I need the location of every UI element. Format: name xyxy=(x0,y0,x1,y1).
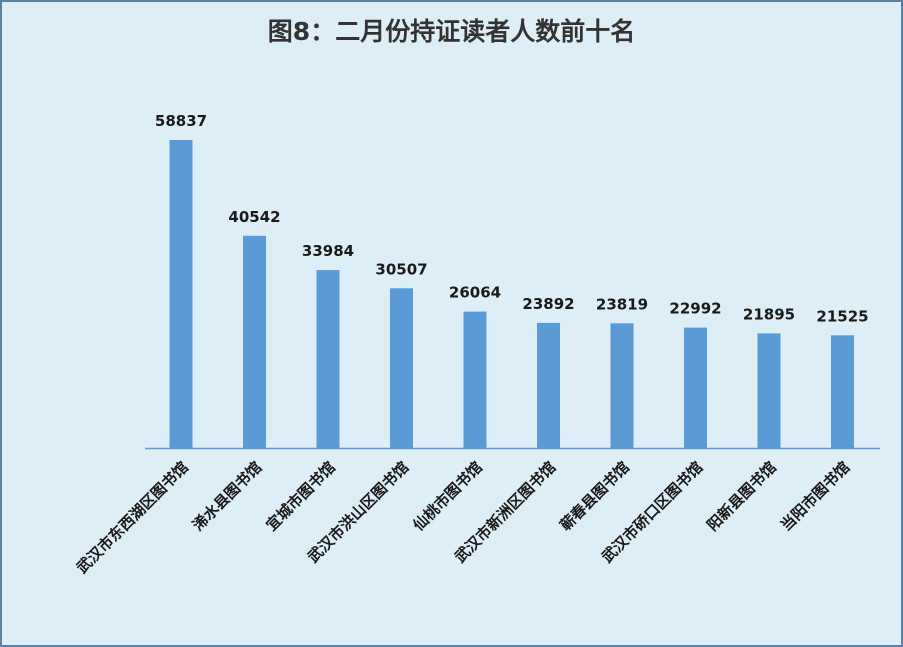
chart-title: 图8：二月份持证读者人数前十名 xyxy=(267,17,636,46)
category-label-5: 仙桃市图书馆 xyxy=(409,458,485,534)
category-label-10: 当阳市图书馆 xyxy=(777,458,853,534)
category-label-2: 浠水县图书馆 xyxy=(189,458,265,534)
data-label-10: 21525 xyxy=(816,307,868,325)
data-labels-group: 58837 40542 33984 30507 26064 23892 23819 22992… xyxy=(155,112,869,325)
bars-group xyxy=(169,140,854,448)
bar-10 xyxy=(831,335,854,448)
bar-7 xyxy=(610,323,634,448)
bar-4 xyxy=(390,288,413,448)
bar-8 xyxy=(684,327,707,448)
data-label-3: 33984 xyxy=(302,242,354,260)
category-label-7: 蕲春县图书馆 xyxy=(556,458,632,534)
bar-2 xyxy=(243,235,266,448)
category-label-3: 宜城市图书馆 xyxy=(262,458,338,534)
data-label-8: 22992 xyxy=(669,300,721,318)
bar-5 xyxy=(463,311,487,448)
bar-6 xyxy=(537,322,560,448)
category-label-9: 阳新县图书馆 xyxy=(703,458,779,534)
data-label-4: 30507 xyxy=(375,260,427,278)
bar-9 xyxy=(757,333,781,448)
data-label-5: 26064 xyxy=(449,284,501,302)
bar-3 xyxy=(316,270,340,448)
data-label-9: 21895 xyxy=(743,305,795,323)
bar-1 xyxy=(169,140,193,448)
data-label-2: 40542 xyxy=(228,208,280,226)
data-label-7: 23819 xyxy=(596,295,648,313)
data-label-6: 23892 xyxy=(522,295,574,313)
data-label-1: 58837 xyxy=(155,112,207,130)
category-label-1: 武汉市东西湖区图书馆 xyxy=(73,458,192,577)
category-labels-group: 武汉市东西湖区图书馆浠水县图书馆宜城市图书馆武汉市洪山区图书馆仙桃市图书馆武汉市… xyxy=(73,458,853,577)
